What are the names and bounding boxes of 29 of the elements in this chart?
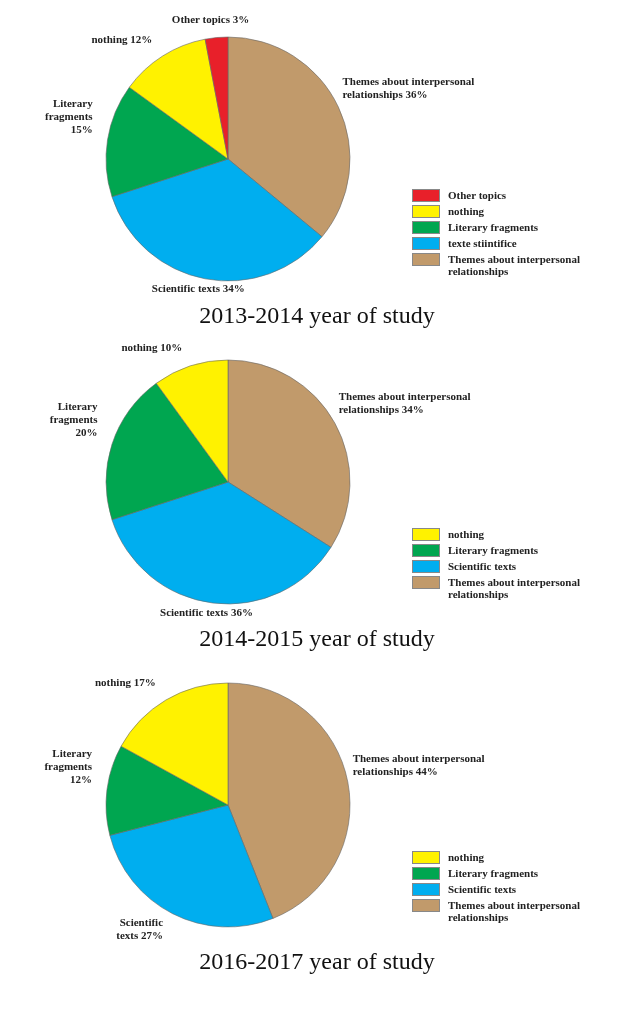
legend-label: nothing: [448, 851, 485, 863]
legend-label: Scientific texts: [448, 560, 517, 572]
legend-label: nothing: [448, 528, 485, 540]
legend-label: nothing: [448, 205, 485, 217]
legend-label: Themes about interpersonal relationships: [448, 576, 581, 600]
data-label: Scientific texts 34%: [151, 281, 245, 294]
data-label: Other topics 3%: [171, 12, 250, 25]
text: 2013-2014 year of study: [198, 302, 436, 329]
data-label: Literary fragments 15%: [44, 97, 94, 136]
legend-label: Themes about interpersonal relationships: [448, 899, 581, 923]
data-label: Themes about interpersonal relationships 34%: [338, 390, 471, 416]
legend-label: texte stiintifice: [448, 237, 517, 249]
data-label: Themes about interpersonal relationships 44%: [352, 752, 485, 778]
data-label: Literary fragments 20%: [49, 400, 99, 439]
legend-label: Literary fragments: [448, 221, 539, 233]
legend-label: Literary fragments: [448, 544, 539, 556]
legend-label: Literary fragments: [448, 867, 539, 879]
text: 2016-2017 year of study: [198, 948, 436, 975]
legend-label: Other topics: [448, 189, 507, 201]
legend-label: Scientific texts: [448, 883, 517, 895]
data-label: nothing 12%: [91, 32, 153, 45]
data-label: Scientific texts 27%: [116, 915, 164, 941]
data-label: nothing 10%: [121, 341, 183, 354]
legend-label: Themes about interpersonal relationships: [448, 253, 581, 277]
text: 2014-2015 year of study: [198, 625, 436, 652]
data-label: Themes about interpersonal relationships 36%: [342, 74, 475, 100]
data-label: nothing 17%: [94, 676, 156, 689]
data-label: Literary fragments 12%: [44, 747, 93, 786]
data-label: Scientific texts 36%: [160, 605, 253, 618]
